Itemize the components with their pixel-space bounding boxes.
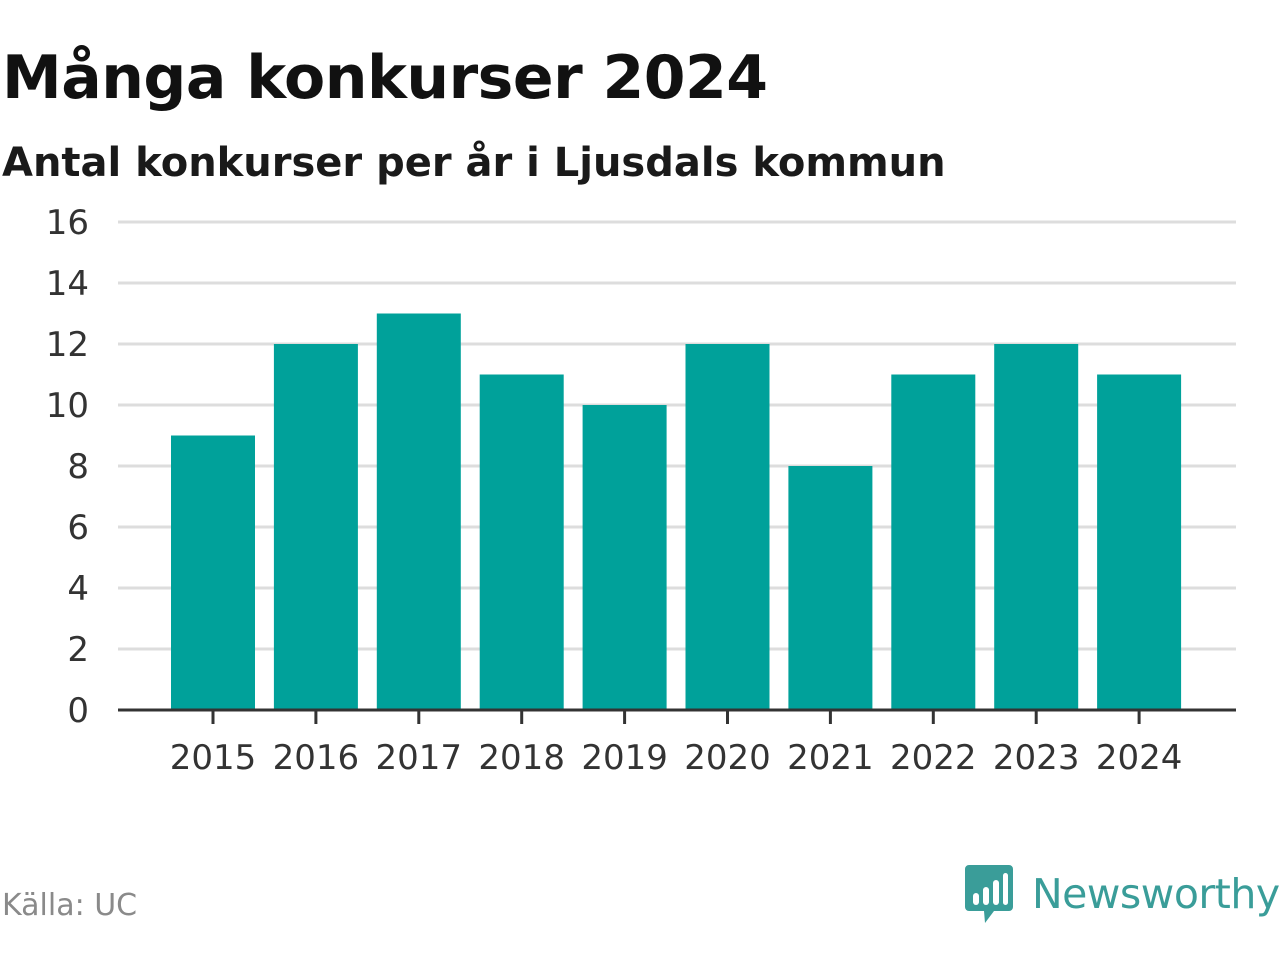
- y-tick-label: 8: [67, 447, 89, 487]
- x-tick-label: 2022: [890, 738, 977, 778]
- source-note: Källa: UC: [2, 888, 138, 923]
- y-tick-label: 14: [46, 264, 89, 304]
- y-tick-label: 6: [67, 508, 89, 548]
- y-tick-label: 10: [46, 386, 89, 426]
- x-tick-label: 2017: [376, 738, 463, 778]
- bars: [171, 313, 1182, 710]
- x-tick-label: 2015: [170, 738, 257, 778]
- y-tick-label: 2: [67, 630, 89, 670]
- x-tick-label: 2024: [1096, 738, 1183, 778]
- y-tick-label: 4: [67, 569, 89, 609]
- bar-2017: [376, 313, 461, 710]
- chart-subtitle: Antal konkurser per år i Ljusdals kommun: [2, 140, 946, 186]
- bar-2015: [171, 435, 255, 710]
- newsworthy-logo-icon: [965, 865, 1013, 923]
- x-tick-labels: 2015 2016 2017 2018 2019 2020 2021 2022 2023 2024: [170, 738, 1183, 778]
- x-tick-label: 2019: [581, 738, 668, 778]
- bar-2023: [994, 344, 1079, 710]
- bar-2016: [273, 344, 358, 710]
- y-tick-label: 0: [67, 691, 89, 731]
- x-axis: [118, 708, 1236, 724]
- bar-2020: [685, 344, 770, 710]
- y-tick-labels: 0 2 4 6 8 10 12 14 16: [46, 203, 89, 731]
- y-tick-label: 16: [46, 203, 89, 243]
- x-tick-label: 2023: [993, 738, 1080, 778]
- bar-2018: [479, 374, 564, 710]
- x-tick-label: 2020: [684, 738, 771, 778]
- bar-2022: [891, 374, 976, 710]
- bar-2019: [582, 405, 667, 710]
- bar-2024: [1097, 374, 1182, 710]
- chart-title: Många konkurser 2024: [2, 43, 768, 113]
- brand-logo: Newsworthy: [964, 862, 1280, 926]
- brand-name: Newsworthy: [1032, 870, 1280, 918]
- x-tick-label: 2021: [787, 738, 874, 778]
- x-tick-label: 2018: [478, 738, 565, 778]
- bar-2021: [788, 466, 873, 710]
- y-tick-label: 12: [46, 325, 89, 365]
- x-tick-label: 2016: [273, 738, 360, 778]
